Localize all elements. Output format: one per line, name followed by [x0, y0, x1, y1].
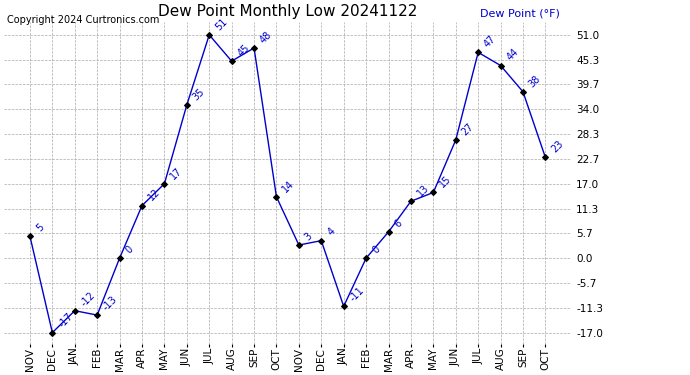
Text: 5: 5: [34, 222, 46, 234]
Text: Dew Point (°F): Dew Point (°F): [480, 9, 560, 18]
Text: -11: -11: [348, 285, 366, 303]
Point: [24, 233, 35, 239]
Text: 3: 3: [303, 231, 315, 242]
Text: 48: 48: [258, 30, 274, 45]
Text: 6: 6: [393, 218, 404, 229]
Point: [473, 50, 484, 55]
Point: [451, 137, 462, 143]
Point: [47, 330, 58, 336]
Text: 44: 44: [505, 47, 520, 63]
Text: 4: 4: [326, 226, 337, 238]
Text: 23: 23: [549, 139, 565, 154]
Point: [137, 202, 148, 208]
Point: [495, 63, 506, 69]
Point: [248, 45, 259, 51]
Text: 0: 0: [124, 244, 135, 255]
Text: 47: 47: [482, 34, 498, 50]
Text: -12: -12: [79, 290, 97, 308]
Text: 15: 15: [437, 174, 453, 190]
Point: [69, 308, 80, 314]
Point: [271, 194, 282, 200]
Point: [338, 303, 349, 309]
Text: 0: 0: [371, 244, 382, 255]
Point: [226, 58, 237, 64]
Text: 45: 45: [236, 42, 252, 58]
Point: [92, 312, 103, 318]
Text: 17: 17: [168, 165, 184, 181]
Point: [204, 32, 215, 38]
Point: [316, 238, 327, 244]
Point: [428, 189, 439, 195]
Text: 14: 14: [281, 178, 297, 194]
Point: [406, 198, 417, 204]
Text: 27: 27: [460, 121, 476, 137]
Point: [114, 255, 125, 261]
Text: Copyright 2024 Curtronics.com: Copyright 2024 Curtronics.com: [7, 15, 159, 25]
Point: [383, 229, 394, 235]
Point: [159, 181, 170, 187]
Point: [540, 154, 551, 160]
Point: [518, 89, 529, 95]
Title: Dew Point Monthly Low 20241122: Dew Point Monthly Low 20241122: [158, 4, 417, 19]
Text: 35: 35: [191, 86, 207, 102]
Text: -13: -13: [101, 294, 119, 312]
Text: 12: 12: [146, 187, 162, 203]
Point: [293, 242, 304, 248]
Text: 38: 38: [527, 73, 543, 89]
Text: 51: 51: [213, 16, 229, 32]
Text: 13: 13: [415, 183, 431, 198]
Point: [361, 255, 372, 261]
Point: [181, 102, 193, 108]
Text: -17: -17: [57, 312, 75, 330]
